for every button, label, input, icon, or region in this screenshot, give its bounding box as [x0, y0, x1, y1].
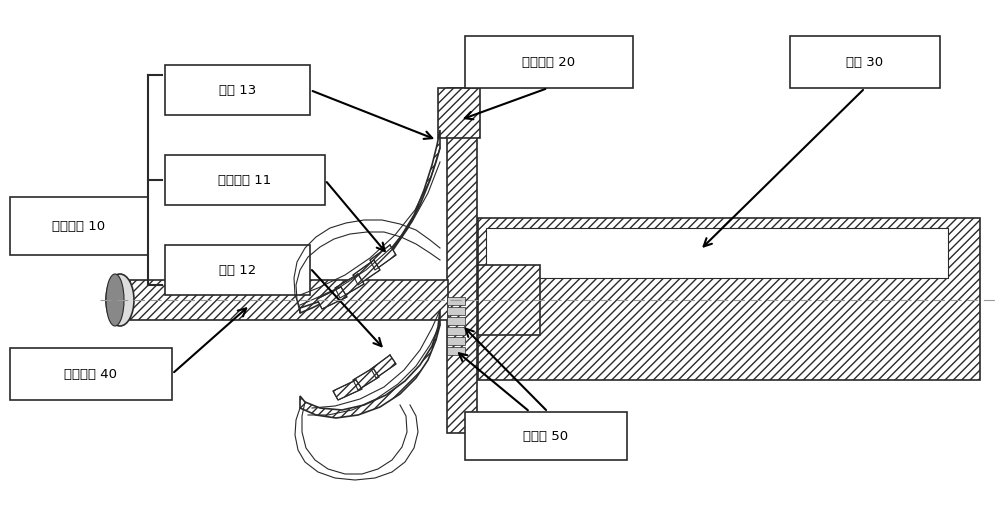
- Polygon shape: [333, 380, 362, 400]
- Bar: [10, 348, 172, 400]
- Bar: [447, 297, 465, 305]
- Text: 轮盖 13: 轮盖 13: [219, 84, 256, 96]
- Polygon shape: [300, 130, 440, 313]
- Text: 叶轮拉杆 40: 叶轮拉杆 40: [64, 367, 118, 380]
- Bar: [447, 337, 465, 345]
- Text: 叶轮本体 10: 叶轮本体 10: [52, 219, 106, 233]
- Ellipse shape: [106, 274, 124, 326]
- Bar: [465, 412, 627, 460]
- Text: 叶轮叶片 11: 叶轮叶片 11: [218, 173, 272, 186]
- Polygon shape: [317, 287, 347, 309]
- Bar: [447, 347, 465, 355]
- Bar: [486, 228, 948, 278]
- Polygon shape: [335, 274, 364, 298]
- Bar: [438, 88, 480, 138]
- Ellipse shape: [106, 274, 134, 326]
- Text: 叶轮轮盘 20: 叶轮轮盘 20: [522, 56, 576, 69]
- Bar: [447, 317, 465, 325]
- Bar: [447, 88, 477, 433]
- Polygon shape: [371, 355, 396, 378]
- Bar: [478, 265, 540, 335]
- Polygon shape: [300, 310, 440, 418]
- Bar: [790, 36, 940, 88]
- Bar: [478, 218, 980, 380]
- Bar: [447, 327, 465, 335]
- Polygon shape: [353, 260, 380, 285]
- Polygon shape: [353, 368, 379, 390]
- Bar: [165, 245, 310, 295]
- Bar: [10, 197, 148, 255]
- Polygon shape: [370, 245, 396, 270]
- Bar: [447, 307, 465, 315]
- Bar: [465, 36, 633, 88]
- Bar: [165, 155, 325, 205]
- Text: 主轴 30: 主轴 30: [846, 56, 884, 69]
- Bar: [165, 65, 310, 115]
- Bar: [130, 280, 448, 320]
- Text: 轮毅 12: 轮毅 12: [219, 264, 256, 277]
- Text: 端面齿 50: 端面齿 50: [523, 429, 569, 443]
